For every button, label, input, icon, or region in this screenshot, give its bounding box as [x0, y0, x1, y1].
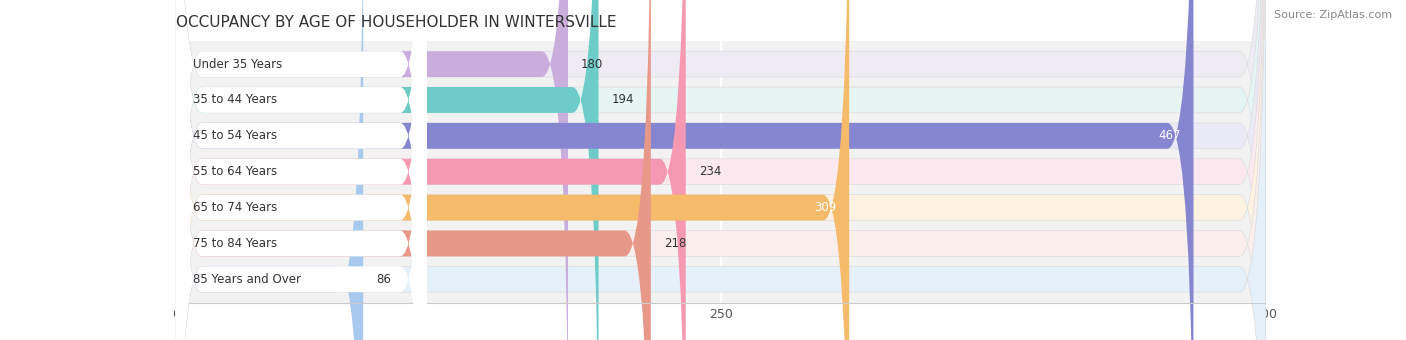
- Text: 75 to 84 Years: 75 to 84 Years: [193, 237, 277, 250]
- Text: 194: 194: [612, 94, 634, 106]
- FancyBboxPatch shape: [176, 0, 426, 340]
- FancyBboxPatch shape: [176, 0, 426, 340]
- FancyBboxPatch shape: [176, 0, 426, 340]
- Text: 309: 309: [814, 201, 837, 214]
- FancyBboxPatch shape: [176, 0, 568, 340]
- FancyBboxPatch shape: [176, 0, 599, 340]
- FancyBboxPatch shape: [176, 0, 1265, 340]
- FancyBboxPatch shape: [176, 0, 426, 340]
- Text: 45 to 54 Years: 45 to 54 Years: [193, 129, 277, 142]
- Text: 180: 180: [581, 57, 603, 71]
- FancyBboxPatch shape: [176, 0, 1265, 340]
- FancyBboxPatch shape: [176, 0, 686, 340]
- FancyBboxPatch shape: [176, 0, 849, 340]
- Text: Source: ZipAtlas.com: Source: ZipAtlas.com: [1274, 10, 1392, 20]
- FancyBboxPatch shape: [176, 0, 426, 340]
- FancyBboxPatch shape: [176, 0, 426, 340]
- FancyBboxPatch shape: [176, 0, 1265, 340]
- Text: 234: 234: [699, 165, 721, 178]
- FancyBboxPatch shape: [176, 0, 426, 340]
- Text: 86: 86: [377, 273, 391, 286]
- FancyBboxPatch shape: [176, 0, 1265, 340]
- FancyBboxPatch shape: [176, 0, 363, 340]
- FancyBboxPatch shape: [176, 0, 651, 340]
- Text: OCCUPANCY BY AGE OF HOUSEHOLDER IN WINTERSVILLE: OCCUPANCY BY AGE OF HOUSEHOLDER IN WINTE…: [176, 15, 616, 30]
- FancyBboxPatch shape: [176, 0, 1265, 340]
- Text: 467: 467: [1159, 129, 1181, 142]
- FancyBboxPatch shape: [176, 0, 1265, 340]
- Text: 65 to 74 Years: 65 to 74 Years: [193, 201, 277, 214]
- Text: 55 to 64 Years: 55 to 64 Years: [193, 165, 277, 178]
- Text: 218: 218: [664, 237, 686, 250]
- FancyBboxPatch shape: [176, 0, 1265, 340]
- Text: 35 to 44 Years: 35 to 44 Years: [193, 94, 277, 106]
- FancyBboxPatch shape: [176, 0, 1194, 340]
- Text: Under 35 Years: Under 35 Years: [193, 57, 283, 71]
- Text: 85 Years and Over: 85 Years and Over: [193, 273, 301, 286]
